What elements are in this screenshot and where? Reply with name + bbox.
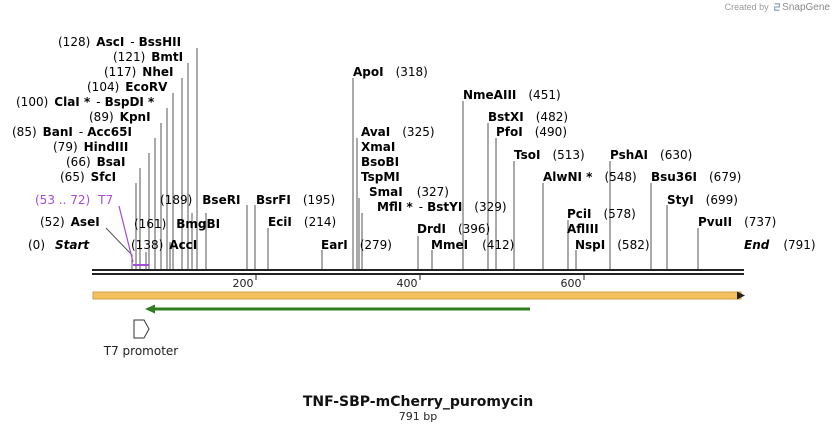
ruler-tick-200: 200 (233, 277, 254, 290)
site-avai: AvaI (325) (361, 125, 435, 139)
site-hindiii: (79) HindIII (53, 140, 128, 154)
start-label: (0) Start (28, 238, 90, 252)
orf-arrowhead (737, 291, 745, 300)
site-apoi: ApoI (318) (353, 65, 428, 79)
site-ecli: EciI (214) (268, 215, 336, 229)
site-mmei: MmeI (412) (431, 238, 514, 252)
site-alwni: AlwNI * (548) (543, 170, 637, 184)
site-lines (105, 48, 699, 270)
site-mfli: MflI * - BstYI (329) (377, 200, 507, 214)
site-smai: SmaI (327) (369, 185, 449, 199)
site-bsrfi: BsrFI (195) (256, 193, 335, 207)
site-eari: EarI (279) (321, 238, 392, 252)
green-feature-arrowhead (145, 304, 155, 314)
site-asei: (52) AseI (40, 215, 100, 229)
orf-bar (92, 291, 742, 300)
credit-prefix: Created by (724, 2, 769, 12)
ruler-tick-400: 400 (397, 277, 418, 290)
site-afliii: AflIII (567, 222, 599, 236)
site-tsoi: TsoI (513) (514, 148, 585, 162)
site-asci: (128) AscI - BssHII (58, 35, 181, 49)
ruler-tick-600: 600 (561, 277, 582, 290)
credit-brand: SnapGene (782, 2, 830, 13)
site-bsobi: BsoBI (361, 155, 399, 169)
site-pshai: PshAI (630) (610, 148, 692, 162)
site-tspmi: TspMI (361, 170, 400, 184)
t7-promoter-icon (133, 319, 150, 339)
snapgene-logo-icon (774, 3, 781, 11)
site-bani: (85) BanI - Acc65I (12, 125, 132, 139)
snapgene-credit: Created by SnapGene (725, 2, 830, 13)
site-bsu36i: Bsu36I (679) (651, 170, 741, 184)
site-acci: (161) BmgBI (134, 217, 220, 231)
site-bmti: (121) BmtI (113, 50, 183, 64)
map-title: TNF-SBP-mCherry_puromycin (303, 394, 533, 410)
map-length: 791 bp (399, 410, 437, 423)
site-ecorv: (104) EcoRV (87, 80, 168, 94)
site-kpni: (89) KpnI (89, 110, 151, 124)
end-label: End (791) (744, 238, 816, 252)
site-pfoi: PfoI (490) (496, 125, 567, 139)
t7-primer-label: (53 .. 72) T7 (35, 193, 113, 207)
site-xmai: XmaI (361, 140, 395, 154)
site-nmeaiii: NmeAIII (451) (463, 88, 561, 102)
t7-promoter-label: T7 promoter (103, 344, 179, 358)
site-drdi: DrdI (396) (417, 222, 490, 236)
site-nhei: (117) NheI (104, 65, 173, 79)
site-pvuii: PvuII (737) (698, 215, 776, 229)
site-138: (138) AccI (131, 238, 197, 252)
site-nspi: NspI (582) (575, 238, 650, 252)
ruler-ticks (255, 274, 585, 280)
site-styi: StyI (699) (667, 193, 738, 207)
site-bmgbi: (189) BseRI (160, 193, 240, 207)
site-clai: (100) ClaI * - BspDI * (16, 95, 155, 109)
site-bsai: (66) BsaI (66, 155, 126, 169)
site-pcii: PciI (578) (567, 207, 636, 221)
t7-primer-line (118, 205, 134, 263)
site-sfci: (65) SfcI (60, 170, 116, 184)
site-bstxi: BstXI (482) (488, 110, 568, 124)
